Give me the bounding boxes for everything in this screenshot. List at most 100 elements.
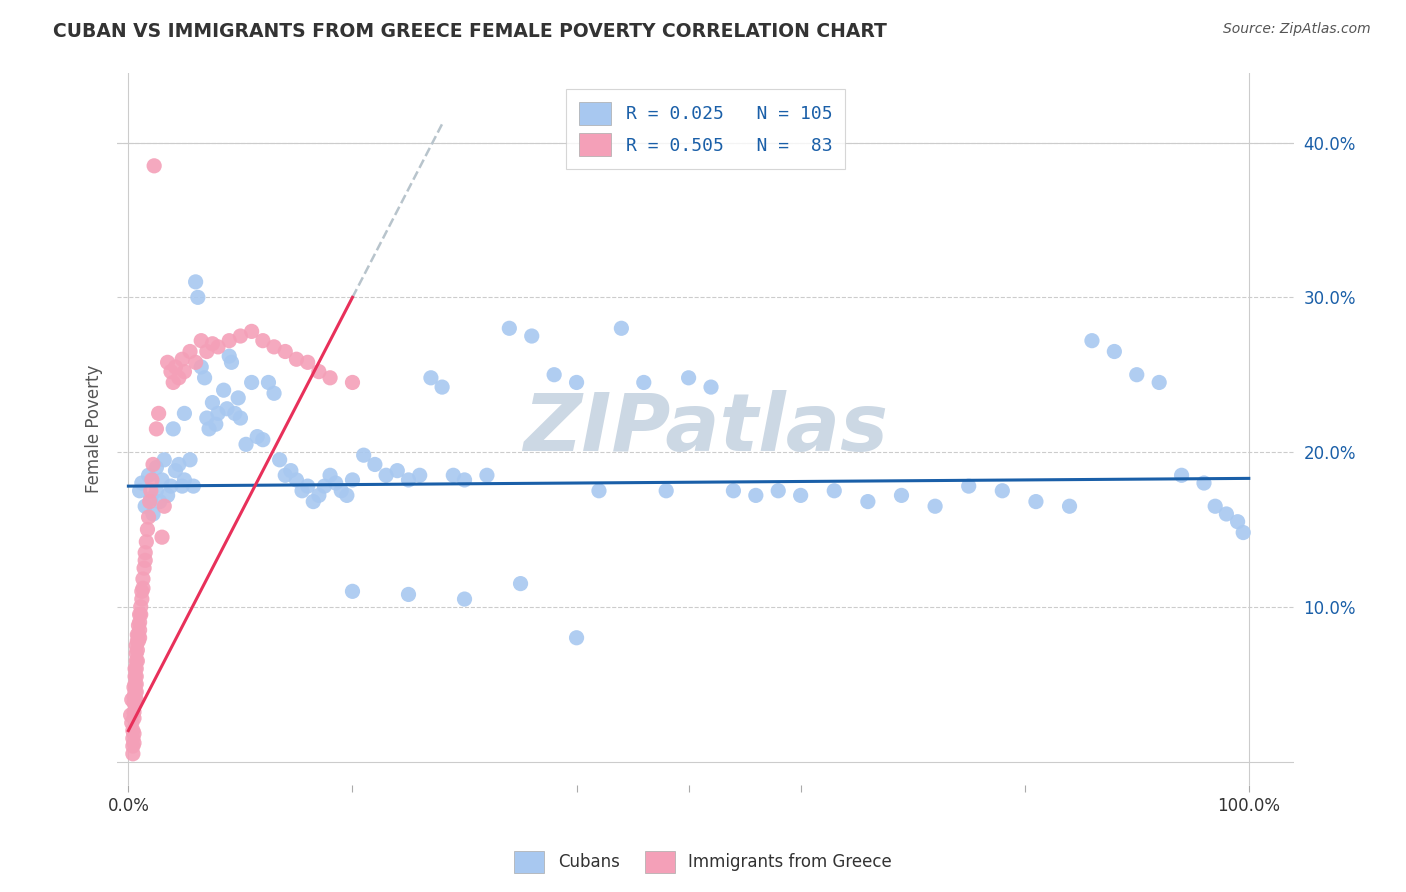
Point [1147, 376, 1170, 390]
Point [125, 692, 148, 706]
Point [148, 406, 170, 420]
Point [134, 546, 156, 560]
Point [183, 479, 205, 493]
Point [1170, 468, 1192, 483]
Point [285, 352, 308, 367]
Point [723, 483, 745, 498]
Point [678, 371, 700, 385]
Point [187, 290, 209, 304]
Point [135, 534, 157, 549]
Point [125, 654, 148, 668]
Point [173, 473, 195, 487]
Point [430, 380, 453, 394]
Point [1215, 507, 1237, 521]
Point [124, 685, 146, 699]
Point [145, 460, 167, 475]
Point [127, 643, 149, 657]
Point [246, 429, 269, 443]
Point [1104, 344, 1126, 359]
Point [173, 406, 195, 420]
Point [122, 711, 145, 725]
Point [127, 618, 149, 632]
Y-axis label: Female Poverty: Female Poverty [86, 365, 103, 493]
Point [194, 371, 217, 385]
Point [143, 159, 166, 173]
Point [184, 355, 207, 369]
Point [122, 680, 145, 694]
Point [142, 507, 165, 521]
Point [167, 371, 190, 385]
Point [207, 340, 229, 354]
Point [252, 334, 274, 348]
Point [565, 376, 588, 390]
Point [125, 669, 148, 683]
Point [269, 452, 291, 467]
Point [173, 365, 195, 379]
Point [139, 491, 162, 506]
Point [1226, 515, 1249, 529]
Point [224, 406, 246, 420]
Point [319, 468, 342, 483]
Point [128, 623, 150, 637]
Point [498, 321, 520, 335]
Point [121, 715, 143, 730]
Point [122, 747, 145, 761]
Point [768, 483, 790, 498]
Point [274, 344, 297, 359]
Point [235, 437, 257, 451]
Point [543, 368, 565, 382]
Point [179, 452, 201, 467]
Point [128, 631, 150, 645]
Point [308, 488, 330, 502]
Point [172, 479, 194, 493]
Point [132, 561, 155, 575]
Point [128, 483, 150, 498]
Point [125, 662, 148, 676]
Point [1204, 500, 1226, 514]
Point [398, 587, 420, 601]
Point [229, 329, 252, 343]
Point [453, 473, 475, 487]
Point [856, 494, 879, 508]
Point [263, 340, 285, 354]
Point [207, 406, 229, 420]
Point [153, 452, 176, 467]
Point [565, 631, 588, 645]
Point [129, 607, 152, 622]
Point [156, 355, 179, 369]
Point [319, 371, 342, 385]
Point [160, 479, 183, 493]
Point [204, 417, 226, 432]
Point [127, 633, 149, 648]
Point [128, 615, 150, 630]
Point [325, 476, 347, 491]
Point [195, 411, 218, 425]
Point [124, 677, 146, 691]
Point [184, 275, 207, 289]
Point [198, 422, 221, 436]
Point [122, 696, 145, 710]
Point [924, 500, 946, 514]
Point [141, 473, 163, 487]
Point [285, 473, 308, 487]
Point [145, 422, 167, 436]
Point [229, 411, 252, 425]
Point [330, 483, 353, 498]
Point [120, 708, 142, 723]
Point [150, 473, 173, 487]
Point [125, 677, 148, 691]
Point [215, 401, 238, 416]
Point [153, 500, 176, 514]
Point [125, 639, 148, 653]
Text: Source: ZipAtlas.com: Source: ZipAtlas.com [1223, 22, 1371, 37]
Point [124, 696, 146, 710]
Point [419, 371, 441, 385]
Point [127, 628, 149, 642]
Point [122, 736, 145, 750]
Point [156, 488, 179, 502]
Point [297, 355, 319, 369]
Point [179, 344, 201, 359]
Point [145, 483, 167, 498]
Point [127, 633, 149, 648]
Point [509, 576, 531, 591]
